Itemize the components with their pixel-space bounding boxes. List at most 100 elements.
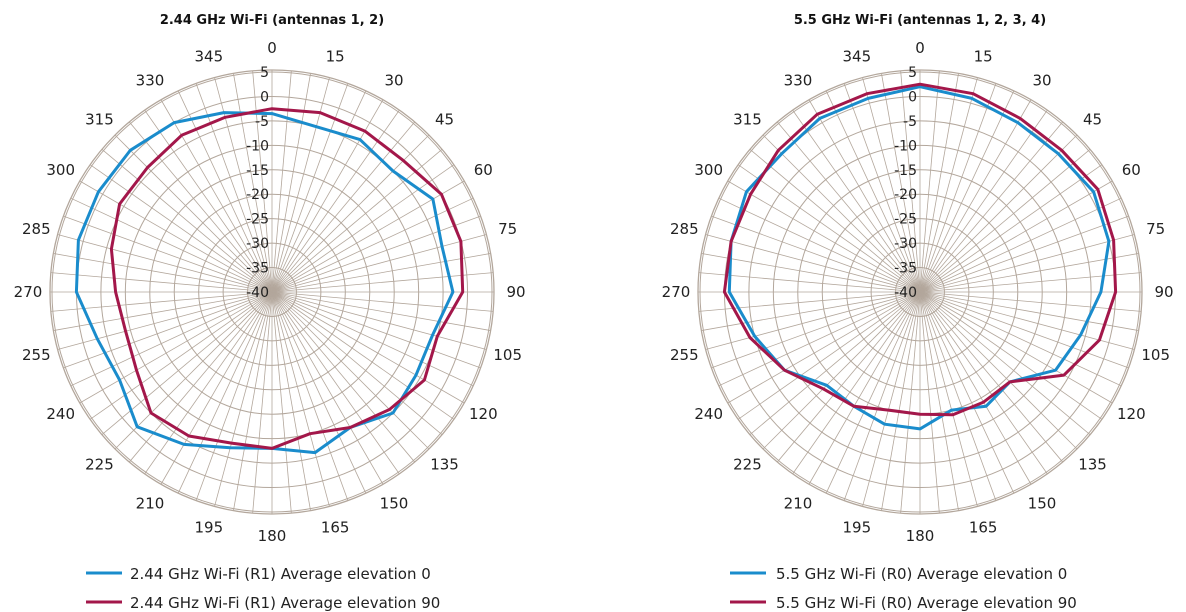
angle-tick-label: 345 bbox=[843, 47, 872, 65]
grid-spoke bbox=[63, 215, 273, 293]
radial-tick-label: -5 bbox=[255, 114, 269, 130]
grid-spoke bbox=[919, 291, 997, 501]
angle-tick-label: 30 bbox=[1032, 72, 1051, 90]
radial-tick-label: 0 bbox=[260, 89, 269, 105]
grid-spoke bbox=[919, 180, 1113, 293]
grid-spoke bbox=[271, 291, 416, 463]
grid-spoke bbox=[252, 70, 273, 293]
angle-tick-label: 300 bbox=[46, 161, 75, 179]
grid-spoke bbox=[919, 291, 1139, 331]
angle-tick-label: 315 bbox=[85, 110, 114, 128]
grid-spoke bbox=[808, 99, 921, 293]
angle-tick-label: 255 bbox=[670, 346, 699, 364]
grid-spoke bbox=[900, 291, 921, 514]
radial-tick-labels: 5 0 -5 -10 -15 -20 -25 -30 -35 -40 bbox=[894, 65, 917, 301]
angle-tick-label: 0 bbox=[267, 39, 277, 57]
grid-spoke bbox=[919, 291, 978, 507]
angle-tick-label: 210 bbox=[784, 494, 813, 512]
grid-spoke bbox=[57, 234, 273, 293]
grid-spoke bbox=[749, 291, 921, 436]
radial-tick-label: -40 bbox=[894, 285, 917, 301]
grid-spoke bbox=[919, 197, 1122, 293]
radial-tick-label: -30 bbox=[246, 236, 269, 252]
grid-spoke bbox=[271, 291, 474, 387]
legend-label-series-1: 2.44 GHz Wi-Fi (R1) Average elevation 0 bbox=[130, 565, 431, 583]
angle-tick-labels: 0 15 30 45 60 75 90 105 120 135 150 165 180 195 210 225… bbox=[662, 39, 1174, 545]
grid-spoke bbox=[144, 109, 273, 293]
chart-title: 5.5 GHz Wi-Fi (antennas 1, 2, 3, 4) bbox=[794, 13, 1046, 28]
grid-spoke bbox=[919, 215, 1129, 293]
grid-spoke bbox=[919, 291, 1078, 450]
radial-tick-label: -10 bbox=[246, 138, 269, 154]
grid-spoke bbox=[862, 77, 921, 293]
grid-spoke bbox=[919, 164, 1103, 293]
radial-tick-label: -25 bbox=[246, 212, 269, 228]
angle-tick-label: 30 bbox=[384, 72, 403, 90]
radial-tick-label: -5 bbox=[903, 114, 917, 130]
angle-tick-label: 225 bbox=[733, 456, 762, 474]
grid-spoke bbox=[825, 291, 921, 494]
legend: 2.44 GHz Wi-Fi (R1) Average elevation 0 … bbox=[86, 565, 440, 612]
angle-tick-label: 75 bbox=[1146, 220, 1165, 238]
grid-spoke bbox=[160, 99, 273, 293]
angle-tick-label: 195 bbox=[843, 519, 872, 537]
grid-spoke bbox=[63, 291, 273, 369]
series-line-2 bbox=[109, 107, 465, 450]
grid-spoke bbox=[919, 291, 1129, 369]
angle-tick-label: 90 bbox=[506, 283, 525, 301]
angle-tick-label: 75 bbox=[498, 220, 517, 238]
grid-spoke bbox=[792, 109, 921, 293]
angle-tick-label: 105 bbox=[1141, 346, 1170, 364]
radial-tick-label: -20 bbox=[246, 187, 269, 203]
angle-tick-label: 150 bbox=[380, 494, 409, 512]
grid-spoke bbox=[271, 291, 465, 404]
grid-spoke bbox=[776, 291, 921, 463]
grid-spoke bbox=[271, 70, 292, 293]
grid-spoke bbox=[718, 197, 921, 293]
grid-spoke bbox=[271, 272, 494, 293]
grid-spoke bbox=[881, 291, 921, 511]
angle-tick-label: 120 bbox=[1117, 405, 1146, 423]
grid-spoke bbox=[749, 148, 921, 293]
grid-spoke bbox=[919, 134, 1078, 293]
grid-spoke bbox=[919, 253, 1139, 293]
angle-tick-label: 150 bbox=[1028, 494, 1057, 512]
grid-spoke bbox=[919, 109, 1048, 293]
series-line-2 bbox=[722, 82, 1118, 417]
legend-label-series-1: 5.5 GHz Wi-Fi (R0) Average elevation 0 bbox=[776, 565, 1067, 583]
chart-title: 2.44 GHz Wi-Fi (antennas 1, 2) bbox=[160, 13, 384, 28]
grid-spoke bbox=[195, 83, 273, 293]
grid-spoke bbox=[900, 70, 921, 293]
grid-spoke bbox=[177, 90, 273, 293]
angle-tick-label: 135 bbox=[430, 456, 459, 474]
grid-spoke bbox=[919, 90, 1015, 293]
grid-spoke bbox=[233, 73, 273, 293]
grid-spoke bbox=[762, 134, 921, 293]
angle-tick-label: 15 bbox=[326, 47, 345, 65]
grid-spoke bbox=[79, 291, 273, 404]
grid-spoke bbox=[271, 291, 311, 511]
grid-spoke bbox=[70, 291, 273, 387]
grid-spoke bbox=[843, 83, 921, 293]
grid-spoke bbox=[919, 272, 1142, 293]
angle-tick-label: 285 bbox=[22, 220, 51, 238]
grid-spoke bbox=[271, 291, 330, 507]
angle-tick-label: 120 bbox=[469, 405, 498, 423]
radial-tick-label: -40 bbox=[246, 285, 269, 301]
grid-spoke bbox=[101, 148, 273, 293]
grid-spoke bbox=[271, 291, 430, 450]
grid-spoke bbox=[252, 291, 273, 514]
angle-tick-label: 90 bbox=[1154, 283, 1173, 301]
grid-spoke bbox=[711, 215, 921, 293]
grid-spoke bbox=[50, 291, 273, 312]
grid-spoke bbox=[271, 291, 487, 350]
radial-tick-label: -10 bbox=[894, 138, 917, 154]
grid-spoke bbox=[919, 121, 1064, 293]
grid-spoke bbox=[919, 291, 1091, 436]
grid-spoke bbox=[114, 134, 273, 293]
grid-spoke bbox=[919, 83, 997, 293]
grid-spoke bbox=[919, 291, 959, 511]
angle-tick-label: 225 bbox=[85, 456, 114, 474]
grid-spoke bbox=[919, 77, 978, 293]
